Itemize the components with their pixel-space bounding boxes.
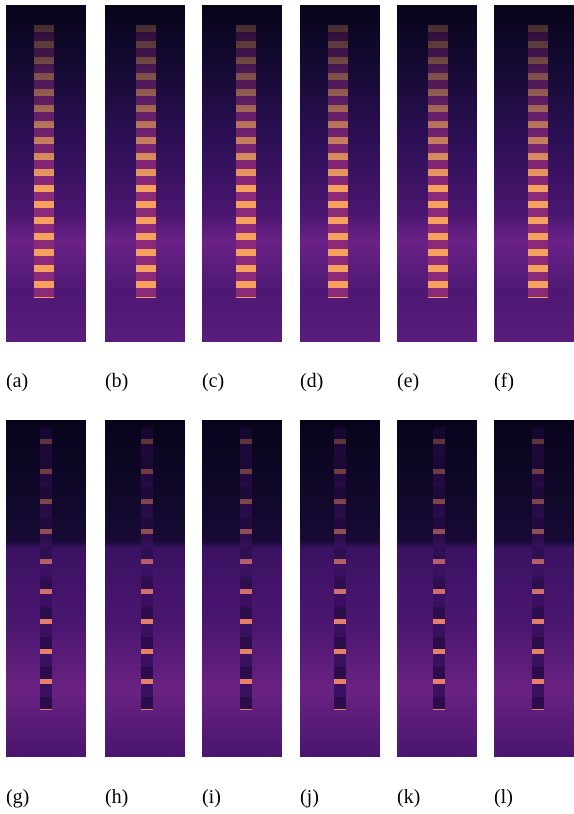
spectrogram-signal [433, 426, 445, 710]
spectrogram-signal [334, 426, 346, 710]
spectrogram-signal [141, 426, 153, 710]
spectrogram-signal [532, 426, 544, 710]
spectrogram [105, 5, 185, 342]
spectrogram [202, 420, 282, 757]
spectrogram-signal [240, 426, 252, 710]
spectrogram-signal [40, 426, 52, 710]
spectrogram-signal [528, 25, 548, 299]
spectrogram [300, 420, 380, 757]
spectrogram [494, 5, 574, 342]
spectrogram-signal [34, 25, 54, 299]
panel-label: (k) [397, 786, 421, 808]
spectrogram [494, 420, 574, 757]
panel-label: (i) [202, 786, 221, 808]
spectrogram-signal [328, 25, 348, 299]
spectrogram-signal [236, 25, 256, 299]
spectrogram [105, 420, 185, 757]
panel-label: (a) [6, 370, 29, 392]
spectrogram [6, 5, 86, 342]
spectrogram [300, 5, 380, 342]
spectrogram [6, 420, 86, 757]
spectrogram [202, 5, 282, 342]
panel-label: (j) [300, 786, 319, 808]
spectrogram [397, 420, 477, 757]
spectrogram-signal [428, 25, 448, 299]
panel-label: (l) [494, 786, 513, 808]
panel-label: (b) [105, 370, 129, 392]
panel-label: (e) [397, 370, 420, 392]
spectrogram [397, 5, 477, 342]
panel-label: (f) [494, 370, 514, 392]
panel-label: (c) [202, 370, 225, 392]
panel-label: (d) [300, 370, 324, 392]
panel-label: (g) [6, 786, 30, 808]
spectrogram-signal [136, 25, 156, 299]
panel-label: (h) [105, 786, 129, 808]
